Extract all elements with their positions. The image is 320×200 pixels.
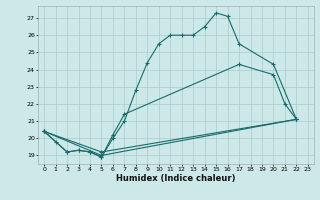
- X-axis label: Humidex (Indice chaleur): Humidex (Indice chaleur): [116, 174, 236, 183]
